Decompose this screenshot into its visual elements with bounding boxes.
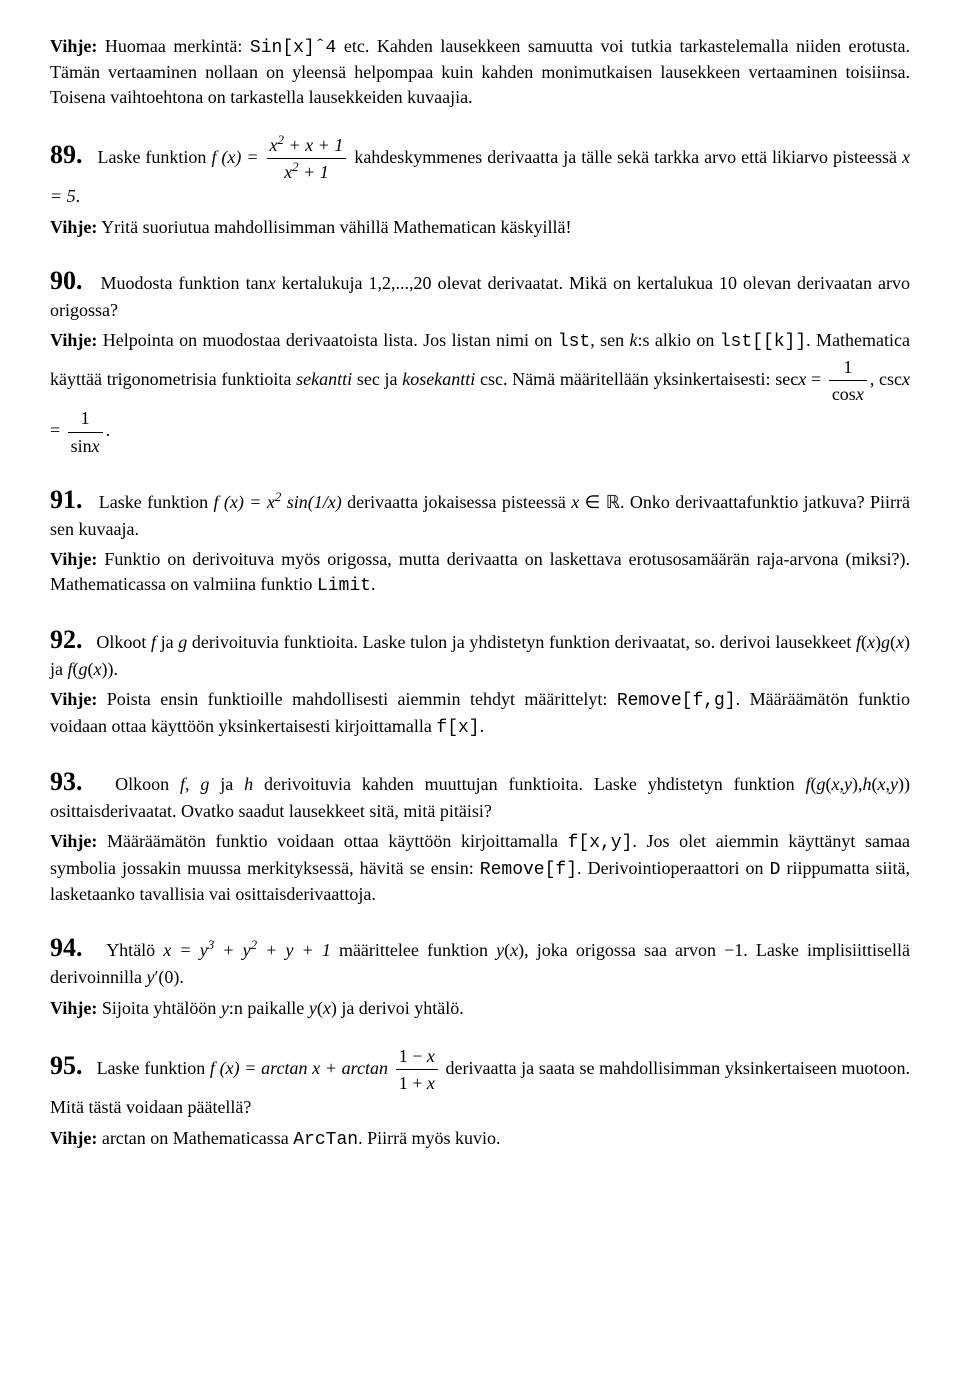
- problem-91-number: 91.: [50, 485, 83, 514]
- p91-fx: f (x) = x2 sin(1/x): [213, 492, 341, 512]
- p90-a: Muodosta funktion tan: [101, 273, 268, 293]
- problem-94-number: 94.: [50, 933, 83, 962]
- p90-h8: , csc: [870, 369, 902, 389]
- p91-a: Laske funktion: [99, 492, 214, 512]
- p90-f1n: 1: [829, 355, 867, 381]
- p92-hint: Vihje: Poista ensin funktioille mahdolli…: [50, 687, 910, 740]
- p94-b: määrittelee funktion: [331, 940, 496, 960]
- p93-a: Olkoon: [115, 774, 180, 794]
- p95-fx: f (x) = arctan x + arctan: [210, 1058, 388, 1078]
- p90-frac1: 1cosx: [829, 355, 867, 407]
- p93-d: osittaisderivaatat. Ovatko saadut lausek…: [50, 801, 492, 821]
- p90-h1: Helpointa on muodostaa derivaatoista lis…: [97, 330, 557, 350]
- hint-label: Vihje:: [50, 689, 97, 709]
- p94-hint: Vihje: Sijoita yhtälöön y:n paikalle y(x…: [50, 996, 910, 1020]
- problem-89: 89. Laske funktion f (x) = x2 + x + 1x2 …: [50, 133, 910, 209]
- problem-93: 93. Olkoon f, g ja h derivoituvia kahden…: [50, 764, 910, 823]
- p94-h1: Sijoita yhtälöön: [97, 998, 221, 1018]
- p89-hint: Vihje: Yritä suoriutua mahdollisimman vä…: [50, 215, 910, 239]
- p92-h3: .: [480, 716, 485, 736]
- intro-hint-text1: Huomaa merkintä:: [105, 36, 250, 56]
- p91-b: derivaatta jokaisessa pisteessä: [342, 492, 572, 512]
- hint-label: Vihje:: [50, 36, 97, 56]
- p92-code2: f[x]: [436, 718, 479, 738]
- p94-h2: :n paikalle: [229, 998, 309, 1018]
- p92-d: ja: [50, 659, 68, 679]
- p93-b: ja: [209, 774, 244, 794]
- p92-e: .: [114, 659, 119, 679]
- problem-92-number: 92.: [50, 625, 83, 654]
- p95-h2: . Piirrä myös kuvio.: [358, 1128, 501, 1148]
- p90-code2: lst[[k]]: [720, 332, 806, 352]
- p89-fx: f (x) =: [211, 147, 263, 167]
- p90-h6: csc. Nämä määritellään yksinkertaisesti:…: [475, 369, 798, 389]
- p90-it2: kosekantti: [402, 369, 475, 389]
- p90-h7: =: [806, 369, 826, 389]
- p94-d: .: [179, 967, 184, 987]
- p94-eq: x = y3 + y2 + y + 1: [163, 940, 331, 960]
- p92-c: derivoituvia funktioita. Laske tulon ja …: [187, 632, 856, 652]
- p95-frac: 1 − x1 + x: [396, 1044, 438, 1096]
- p89-a: Laske funktion: [97, 147, 211, 167]
- p89-fraction: x2 + x + 1x2 + 1: [267, 133, 347, 185]
- p92-a: Olkoot: [96, 632, 151, 652]
- p95-fd: 1 + x: [396, 1070, 438, 1095]
- hint-label: Vihje:: [50, 217, 97, 237]
- p94-a: Yhtälö: [106, 940, 163, 960]
- p94-h3: ja derivoi yhtälö.: [337, 998, 464, 1018]
- p90-h3: :s alkio on: [638, 330, 720, 350]
- p92-b: ja: [156, 632, 178, 652]
- p89-frac-num: x2 + x + 1: [267, 133, 347, 159]
- p89-frac-den: x2 + 1: [267, 159, 347, 184]
- problem-93-number: 93.: [50, 767, 83, 796]
- hint-label: Vihje:: [50, 330, 97, 350]
- problem-90-number: 90.: [50, 266, 83, 295]
- p90-h10: .: [106, 420, 111, 440]
- problem-90: 90. Muodosta funktion tanx kertalukuja 1…: [50, 263, 910, 322]
- p93-c: derivoituvia kahden muuttujan funktioita…: [253, 774, 805, 794]
- p92-code1: Remove[f,g]: [617, 691, 736, 711]
- p90-frac2: 1sinx: [68, 406, 103, 458]
- problem-89-number: 89.: [50, 140, 83, 169]
- p90-f2n: 1: [68, 406, 103, 432]
- p90-h9: =: [50, 420, 65, 440]
- intro-hint-code: Sin[x]ˆ4: [250, 38, 336, 58]
- p89-b: kahdeskymmenes derivaatta ja tälle sekä …: [349, 147, 902, 167]
- problem-91: 91. Laske funktion f (x) = x2 sin(1/x) d…: [50, 482, 910, 541]
- hint-label: Vihje:: [50, 1128, 97, 1148]
- p90-code1: lst: [558, 332, 590, 352]
- p90-it1: sekantti: [296, 369, 352, 389]
- p95-code: ArcTan: [293, 1130, 358, 1150]
- p93-code3: D: [770, 860, 781, 880]
- p89-hint-text: Yritä suoriutua mahdollisimman vähillä M…: [97, 217, 571, 237]
- p95-fn: 1 − x: [396, 1044, 438, 1070]
- real-symbol: ℝ: [606, 492, 620, 512]
- p91-hint: Vihje: Funktio on derivoituva myös origo…: [50, 547, 910, 598]
- p90-h2: , sen: [590, 330, 629, 350]
- problem-95-number: 95.: [50, 1051, 83, 1080]
- hint-label: Vihje:: [50, 831, 97, 851]
- p93-h3: . Derivointioperaattori on: [577, 858, 770, 878]
- p92-h1: Poista ensin funktioille mahdollisesti a…: [97, 689, 617, 709]
- p93-code1: f[x,y]: [568, 833, 633, 853]
- p95-a: Laske funktion: [97, 1058, 210, 1078]
- p91-h1: Funktio on derivoituva myös origossa, mu…: [50, 549, 910, 593]
- problem-95: 95. Laske funktion f (x) = arctan x + ar…: [50, 1044, 910, 1120]
- p93-h1: Määräämätön funktio voidaan ottaa käyttö…: [97, 831, 567, 851]
- p95-hint: Vihje: arctan on Mathematicassa ArcTan. …: [50, 1126, 910, 1152]
- hint-label: Vihje:: [50, 998, 97, 1018]
- p90-f1d: cosx: [829, 381, 867, 406]
- intro-hint: Vihje: Huomaa merkintä: Sin[x]ˆ4 etc. Ka…: [50, 34, 910, 109]
- p91-code: Limit: [317, 576, 371, 596]
- p90-h5: sec ja: [352, 369, 402, 389]
- problem-92: 92. Olkoot f ja g derivoituvia funktioit…: [50, 622, 910, 681]
- p93-code2: Remove[f]: [480, 860, 577, 880]
- problem-94: 94. Yhtälö x = y3 + y2 + y + 1 määrittel…: [50, 930, 910, 989]
- p91-h2: .: [371, 574, 376, 594]
- p93-hint: Vihje: Määräämätön funktio voidaan ottaa…: [50, 829, 910, 906]
- p95-h1: arctan on Mathematicassa: [97, 1128, 293, 1148]
- p90-hint: Vihje: Helpointa on muodostaa derivaatoi…: [50, 328, 910, 457]
- p90-f2d: sinx: [68, 433, 103, 458]
- hint-label: Vihje:: [50, 549, 97, 569]
